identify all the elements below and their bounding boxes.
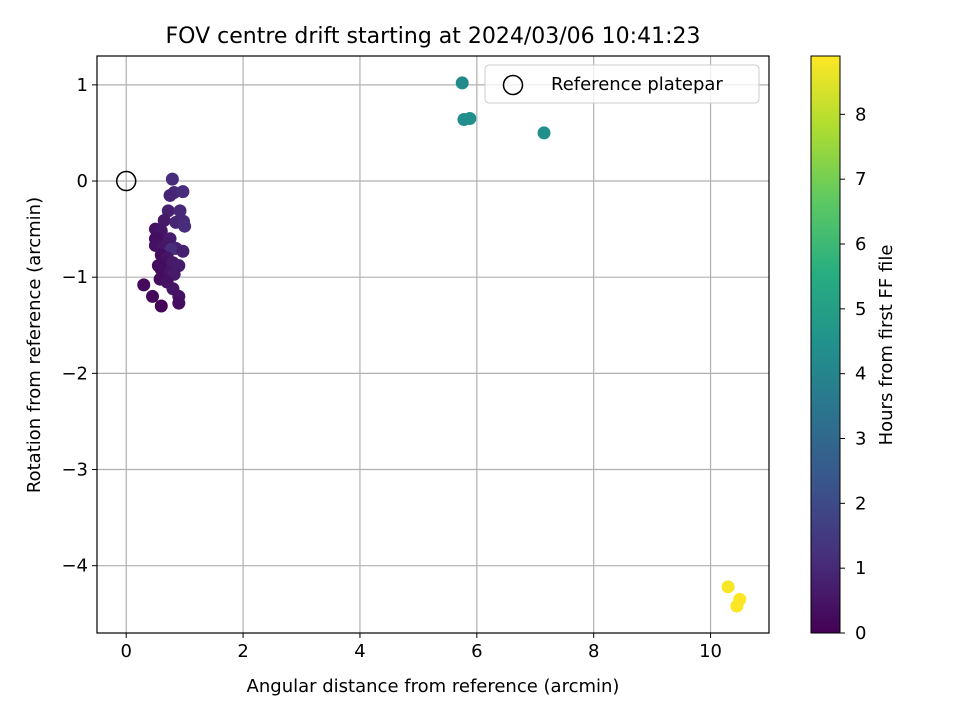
colorbar: 0 1 2 3 4 5 6 7 8 Hours from first FF file	[810, 55, 897, 644]
colorbar-tick-label: 6	[855, 234, 866, 255]
data-point	[176, 185, 190, 199]
colorbar-tick-label: 5	[855, 299, 866, 320]
y-tick-label: −4	[61, 556, 88, 577]
y-tick-label: 1	[77, 75, 88, 96]
legend-entry-reference: Reference platepar	[551, 74, 723, 95]
y-tick-label: −1	[61, 267, 88, 288]
data-point	[154, 299, 168, 313]
legend: Reference platepar	[484, 64, 760, 104]
x-tick-label: 8	[588, 641, 599, 662]
y-tick-label: −3	[61, 460, 88, 481]
data-point	[172, 296, 186, 310]
colorbar-ticks: 0 1 2 3 4 5 6 7 8	[840, 104, 866, 644]
data-point	[730, 599, 744, 613]
y-axis-label: Rotation from reference (arcmin)	[24, 197, 45, 493]
data-point	[455, 76, 469, 90]
y-tick-label: 0	[77, 171, 88, 192]
x-tick-label: 4	[354, 641, 365, 662]
grid	[97, 56, 769, 633]
data-point	[146, 289, 160, 303]
plot-frame	[96, 55, 770, 634]
data-point	[721, 580, 735, 594]
data-point	[165, 172, 179, 186]
data-point	[173, 204, 187, 218]
data-point	[157, 213, 171, 227]
x-axis-label: Angular distance from reference (arcmin)	[247, 676, 620, 697]
colorbar-tick-label: 0	[855, 623, 866, 644]
data-point	[137, 278, 151, 292]
x-tick-label: 0	[120, 641, 131, 662]
colorbar-tick-label: 2	[855, 493, 866, 514]
colorbar-label: Hours from first FF file	[876, 245, 897, 446]
colorbar-gradient	[810, 55, 841, 634]
y-tick-label: −2	[61, 363, 88, 384]
chart-title: FOV centre drift starting at 2024/03/06 …	[166, 24, 701, 49]
x-tick-label: 6	[471, 641, 482, 662]
reference-platepar-marker	[115, 170, 137, 192]
colorbar-tick-label: 1	[855, 558, 866, 579]
data-point	[178, 219, 192, 233]
colorbar-tick-label: 3	[855, 429, 866, 450]
x-axis-ticks: 0 2 4 6 8 10	[120, 633, 722, 662]
colorbar-tick-label: 7	[855, 169, 866, 190]
data-point	[463, 112, 477, 126]
colorbar-tick-label: 8	[855, 104, 866, 125]
colorbar-tick-label: 4	[855, 364, 866, 385]
x-tick-label: 2	[237, 641, 248, 662]
data-point	[537, 126, 551, 140]
legend-marker-icon	[502, 74, 524, 96]
x-tick-label: 10	[699, 641, 722, 662]
y-axis-ticks: 1 0 −1 −2 −3 −4	[61, 75, 97, 577]
data-points	[137, 76, 747, 613]
data-point	[163, 188, 177, 202]
data-point	[176, 244, 190, 258]
legend-box	[484, 64, 760, 104]
